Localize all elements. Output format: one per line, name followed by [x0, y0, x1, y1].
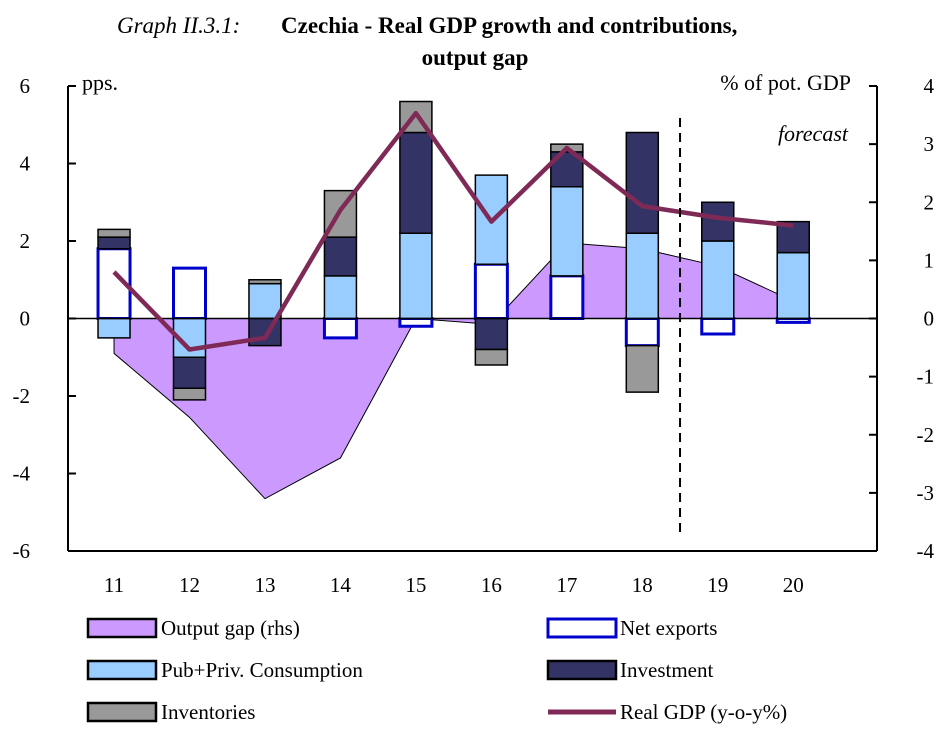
- x-tick-label: 14: [330, 573, 352, 597]
- right-tick-label: -2: [917, 423, 935, 447]
- chart-title-line1: Czechia - Real GDP growth and contributi…: [281, 13, 737, 38]
- left-tick-label: -2: [13, 384, 31, 408]
- left-tick-label: -4: [13, 462, 31, 486]
- right-tick-label: -4: [917, 539, 935, 563]
- forecast-label: forecast: [778, 121, 849, 146]
- x-tick-label: 16: [481, 573, 502, 597]
- right-tick-label: 0: [924, 307, 935, 331]
- bar-consumption-11: [97, 317, 131, 339]
- legend-investment-swatch: [546, 659, 618, 681]
- bar-inventories-11: [97, 228, 131, 238]
- legend-output-gap-swatch: [86, 617, 158, 639]
- legend-consumption-swatch: [86, 659, 158, 681]
- bar-consumption-17: [550, 186, 584, 277]
- output-gap-area: [113, 242, 794, 500]
- bar-investment-15: [399, 131, 433, 234]
- bar-net-exports-18: [624, 317, 660, 348]
- bar-net-exports-14: [322, 317, 358, 340]
- bar-net-exports-12: [172, 266, 208, 320]
- bar-consumption-18: [625, 232, 660, 320]
- right-tick-label: 4: [924, 74, 935, 98]
- bar-consumption-15: [399, 232, 433, 320]
- bar-investment-18: [625, 131, 660, 234]
- right-tick-label: -1: [917, 365, 935, 389]
- right-tick-label: 2: [924, 190, 935, 214]
- right-tick-label: -3: [917, 481, 935, 505]
- bar-consumption-13: [248, 282, 282, 320]
- left-tick-label: 4: [20, 152, 31, 176]
- right-tick-label: 3: [924, 132, 935, 156]
- x-tick-label: 18: [632, 573, 653, 597]
- bar-inventories-18: [625, 344, 660, 393]
- bar-consumption-19: [701, 240, 735, 320]
- bar-investment-12: [172, 356, 207, 389]
- bar-investment-19: [701, 201, 735, 242]
- legend-investment-label: Investment: [620, 658, 713, 682]
- bar-inventories-12: [172, 387, 207, 401]
- left-tick-label: -6: [13, 539, 31, 563]
- left-axis-unit: pps.: [82, 70, 118, 95]
- bar-net-exports-19: [700, 317, 736, 336]
- bar-net-exports-15: [398, 317, 434, 328]
- bar-inventories-13: [248, 279, 282, 285]
- left-tick-label: 2: [20, 229, 31, 253]
- legend-output-gap-label: Output gap (rhs): [161, 616, 300, 640]
- bar-consumption-14: [323, 275, 358, 320]
- left-tick-label: 0: [20, 307, 31, 331]
- x-tick-label: 13: [254, 573, 275, 597]
- legend-net-exports-swatch: [546, 617, 618, 639]
- bar-net-exports-16: [473, 262, 509, 320]
- right-tick-label: 1: [924, 248, 935, 272]
- x-tick-label: 12: [179, 573, 200, 597]
- chart-title-line2: output gap: [422, 45, 529, 70]
- x-tick-label: 20: [783, 573, 804, 597]
- bar-inventories-16: [474, 348, 509, 366]
- right-axis-unit: % of pot. GDP: [720, 70, 851, 95]
- chart-title-prefix: Graph II.3.1:: [117, 13, 240, 38]
- x-tick-label: 11: [104, 573, 124, 597]
- legend-net-exports-label: Net exports: [620, 616, 717, 640]
- bar-consumption-20: [776, 251, 810, 320]
- legend-gdp-label: Real GDP (y-o-y%): [620, 700, 787, 724]
- bar-investment-14: [323, 236, 358, 277]
- left-tick-label: 6: [20, 74, 31, 98]
- legend-consumption-label: Pub+Priv. Consumption: [161, 658, 363, 682]
- legend-inventories-label: Inventories: [161, 700, 255, 724]
- x-tick-label: 19: [707, 573, 728, 597]
- x-tick-label: 17: [556, 573, 577, 597]
- legend: Output gap (rhs) Net exports Pub+Priv. Con…: [86, 616, 787, 724]
- x-tick-label: 15: [405, 573, 426, 597]
- legend-inventories-swatch: [86, 701, 158, 723]
- bar-investment-11: [97, 236, 131, 250]
- bar-investment-16: [474, 317, 509, 351]
- bar-investment-20: [776, 220, 810, 254]
- bar-net-exports-17: [549, 274, 585, 320]
